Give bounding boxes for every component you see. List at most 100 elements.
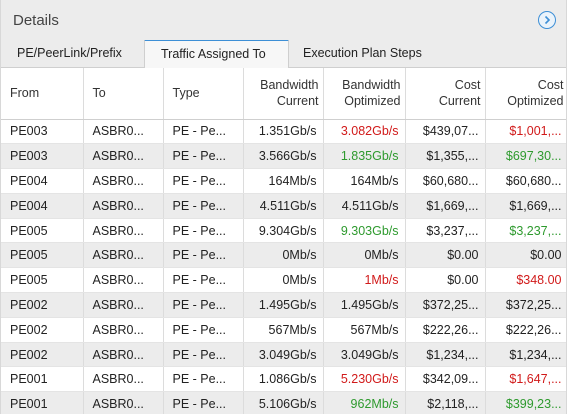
cell-cost-current: $0.00 [405,267,486,294]
cell-type: PE - Pe... [163,193,244,219]
cell-to: ASBR0... [83,242,164,269]
column-header-cost-optimized[interactable]: Cost Optimized [485,68,566,120]
cell-bandwidth-optimized: 0Mb/s [323,242,406,269]
cell-from: PE003 [1,143,84,170]
cell-bandwidth-current: 0Mb/s [243,267,324,294]
tab-bar: PE/PeerLink/Prefix Traffic Assigned To E… [1,39,566,68]
cell-type: PE - Pe... [163,391,244,414]
cell-type: PE - Pe... [163,267,244,294]
cell-to: ASBR0... [83,366,164,393]
cell-cost-optimized: $1,234,... [485,342,566,368]
cell-type: PE - Pe... [163,168,244,194]
cell-bandwidth-current: 1.351Gb/s [243,119,324,145]
cell-cost-current: $1,234,... [405,342,486,368]
cell-cost-optimized: $697,30... [485,143,566,170]
cell-cost-current: $0.00 [405,242,486,269]
table-row[interactable]: PE005 ASBR0... PE - Pe... 0Mb/s 1Mb/s $0.00 $3… [1,267,566,294]
cell-cost-current: $372,25... [405,292,486,318]
cell-cost-optimized: $0.00 [485,242,566,269]
column-header-cost-current[interactable]: Cost Current [405,68,486,120]
cell-to: ASBR0... [83,193,164,219]
cell-cost-optimized: $3,237,... [485,218,566,244]
cell-cost-optimized: $60,680... [485,168,566,194]
cell-from: PE002 [1,292,84,318]
cell-to: ASBR0... [83,267,164,294]
cell-bandwidth-optimized: 3.082Gb/s [323,119,406,145]
cell-type: PE - Pe... [163,242,244,269]
panel-title: Details [13,11,59,29]
table-row[interactable]: PE003 ASBR0... PE - Pe... 1.351Gb/s 3.082Gb/… [1,119,566,145]
tab-execution-plan-steps[interactable]: Execution Plan Steps [303,46,422,60]
cell-to: ASBR0... [83,218,164,244]
column-header-from[interactable]: From [1,68,84,120]
cell-to: ASBR0... [83,119,164,145]
cell-cost-optimized: $222,26... [485,317,566,343]
cell-bandwidth-current: 0Mb/s [243,242,324,269]
cell-cost-current: $342,09... [405,366,486,393]
cell-bandwidth-optimized: 5.230Gb/s [323,366,406,393]
table-row[interactable]: PE003 ASBR0... PE - Pe... 3.566Gb/s 1.835Gb/… [1,143,566,170]
cell-from: PE005 [1,242,84,269]
cell-bandwidth-optimized: 9.303Gb/s [323,218,406,244]
column-header-to[interactable]: To [83,68,164,120]
column-header-type[interactable]: Type [163,68,244,120]
table-header-row: From To Type Bandwidth Current Bandwidth O… [1,68,566,120]
cell-to: ASBR0... [83,292,164,318]
cell-bandwidth-current: 3.566Gb/s [243,143,324,170]
cell-from: PE003 [1,119,84,145]
cell-type: PE - Pe... [163,119,244,145]
column-header-bandwidth-optimized[interactable]: Bandwidth Optimized [323,68,406,120]
traffic-table: From To Type Bandwidth Current Bandwidth O… [1,68,566,414]
table-row[interactable]: PE005 ASBR0... PE - Pe... 9.304Gb/s 9.303Gb/… [1,218,566,244]
cell-to: ASBR0... [83,143,164,170]
cell-from: PE005 [1,218,84,244]
table-row[interactable]: PE002 ASBR0... PE - Pe... 1.495Gb/s 1.495Gb/… [1,292,566,318]
cell-bandwidth-current: 1.495Gb/s [243,292,324,318]
cell-type: PE - Pe... [163,317,244,343]
details-header: Details [1,0,566,40]
cell-bandwidth-optimized: 567Mb/s [323,317,406,343]
cell-from: PE004 [1,193,84,219]
cell-type: PE - Pe... [163,342,244,368]
table-row[interactable]: PE002 ASBR0... PE - Pe... 567Mb/s 567Mb/s $22… [1,317,566,343]
cell-to: ASBR0... [83,342,164,368]
table-row[interactable]: PE001 ASBR0... PE - Pe... 5.106Gb/s 962Mb/s $… [1,391,566,414]
cell-from: PE004 [1,168,84,194]
cell-bandwidth-optimized: 4.511Gb/s [323,193,406,219]
cell-cost-current: $3,237,... [405,218,486,244]
cell-bandwidth-optimized: 3.049Gb/s [323,342,406,368]
cell-bandwidth-current: 9.304Gb/s [243,218,324,244]
cell-type: PE - Pe... [163,366,244,393]
cell-cost-current: $1,355,... [405,143,486,170]
table-row[interactable]: PE001 ASBR0... PE - Pe... 1.086Gb/s 5.230Gb/… [1,366,566,393]
cell-bandwidth-current: 164Mb/s [243,168,324,194]
cell-bandwidth-optimized: 1Mb/s [323,267,406,294]
cell-bandwidth-current: 567Mb/s [243,317,324,343]
cell-type: PE - Pe... [163,143,244,170]
cell-cost-current: $60,680... [405,168,486,194]
cell-cost-optimized: $1,647,... [485,366,566,393]
cell-bandwidth-optimized: 962Mb/s [323,391,406,414]
table-row[interactable]: PE004 ASBR0... PE - Pe... 4.511Gb/s 4.511Gb/… [1,193,566,219]
table-row[interactable]: PE002 ASBR0... PE - Pe... 3.049Gb/s 3.049Gb/… [1,342,566,368]
tab-pe-peerlink-prefix[interactable]: PE/PeerLink/Prefix [17,46,122,60]
table-row[interactable]: PE005 ASBR0... PE - Pe... 0Mb/s 0Mb/s $0.00 $0… [1,242,566,269]
cell-cost-current: $1,669,... [405,193,486,219]
cell-to: ASBR0... [83,391,164,414]
cell-cost-optimized: $399,23... [485,391,566,414]
cell-bandwidth-current: 3.049Gb/s [243,342,324,368]
cell-type: PE - Pe... [163,218,244,244]
cell-cost-optimized: $372,25... [485,292,566,318]
cell-bandwidth-current: 4.511Gb/s [243,193,324,219]
tab-traffic-assigned-to[interactable]: Traffic Assigned To [144,39,289,68]
cell-type: PE - Pe... [163,292,244,318]
chevron-right-circle-icon[interactable] [538,11,556,29]
cell-bandwidth-optimized: 164Mb/s [323,168,406,194]
cell-from: PE005 [1,267,84,294]
table-row[interactable]: PE004 ASBR0... PE - Pe... 164Mb/s 164Mb/s $60… [1,168,566,194]
cell-cost-current: $222,26... [405,317,486,343]
cell-cost-current: $439,07... [405,119,486,145]
column-header-bandwidth-current[interactable]: Bandwidth Current [243,68,324,120]
cell-bandwidth-current: 5.106Gb/s [243,391,324,414]
